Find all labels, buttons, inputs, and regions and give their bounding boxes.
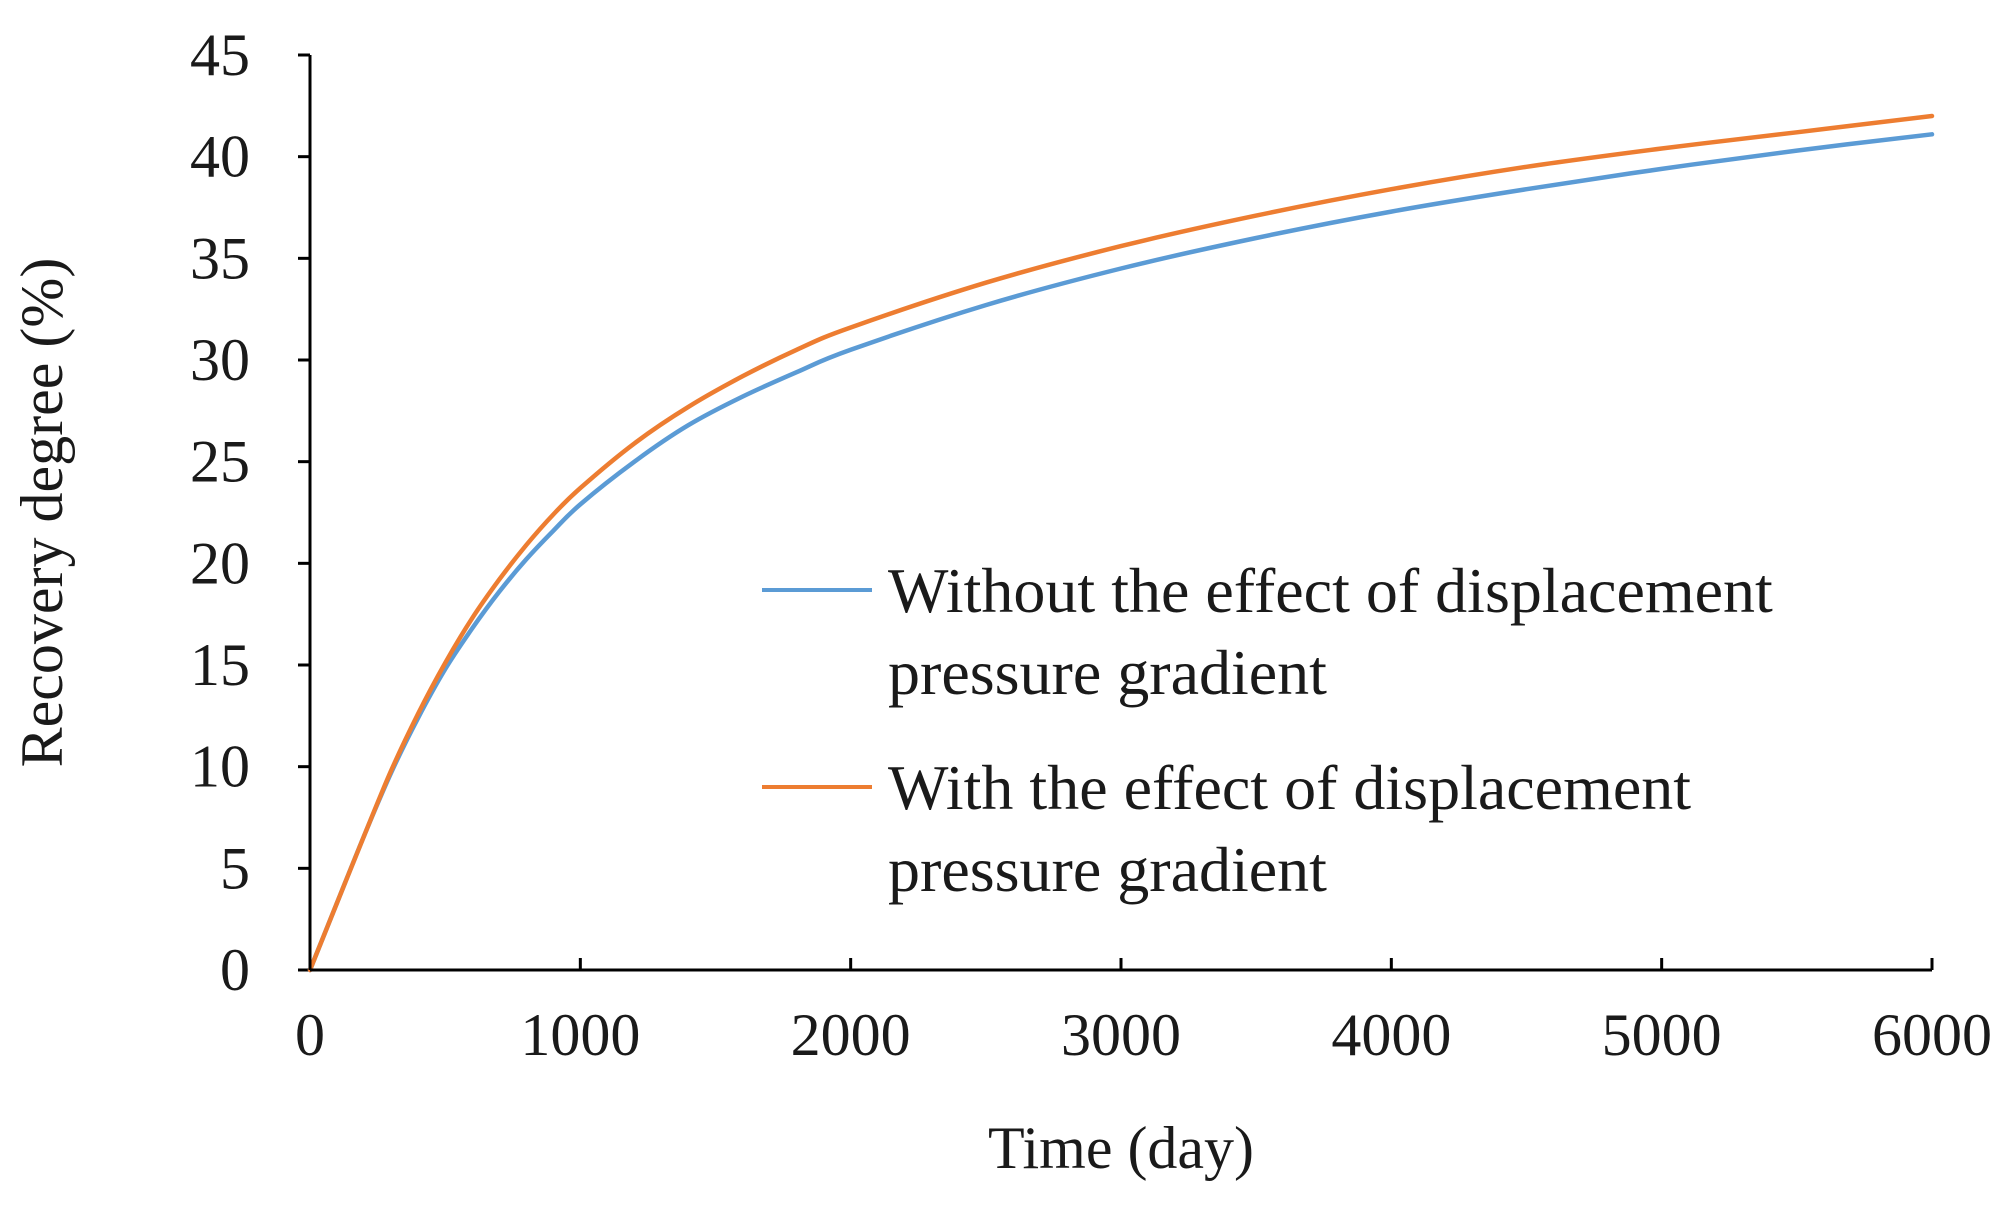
y-tick-label: 40 [190, 124, 250, 190]
x-tick-label: 5000 [1602, 1002, 1722, 1068]
y-tick-label: 0 [220, 937, 250, 1003]
y-tick-label: 20 [190, 530, 250, 596]
legend-label-with: With the effect of displacement pressure … [888, 752, 1691, 905]
y-tick-label: 5 [220, 835, 250, 901]
x-tick-label: 2000 [791, 1002, 911, 1068]
x-tick-label: 1000 [520, 1002, 640, 1068]
y-tick-label: 10 [190, 734, 250, 800]
x-tick-label: 4000 [1331, 1002, 1451, 1068]
y-tick-label: 25 [190, 429, 250, 495]
x-tick-label: 3000 [1061, 1002, 1181, 1068]
legend: Without the effect of displacement pressu… [762, 555, 1773, 905]
x-tick-label: 0 [295, 1002, 325, 1068]
series-layer [307, 113, 1935, 973]
y-tick-label: 30 [190, 327, 250, 393]
x-axis-title: Time (day) [988, 1115, 1254, 1181]
series-line-with [307, 113, 1935, 973]
y-tick-label: 45 [190, 22, 250, 88]
legend-label-without: Without the effect of displacement pressu… [888, 555, 1773, 708]
y-tick-label: 15 [190, 632, 250, 698]
y-axis-title: Recovery degree (%) [9, 258, 75, 768]
x-tick-label: 6000 [1872, 1002, 1992, 1068]
y-tick-label: 35 [190, 225, 250, 291]
x-axis-ticks: 0 1000 2000 3000 4000 5000 6000 [295, 958, 1992, 1068]
y-axis-ticks: 0 5 10 15 20 25 30 35 40 45 [190, 22, 310, 1003]
